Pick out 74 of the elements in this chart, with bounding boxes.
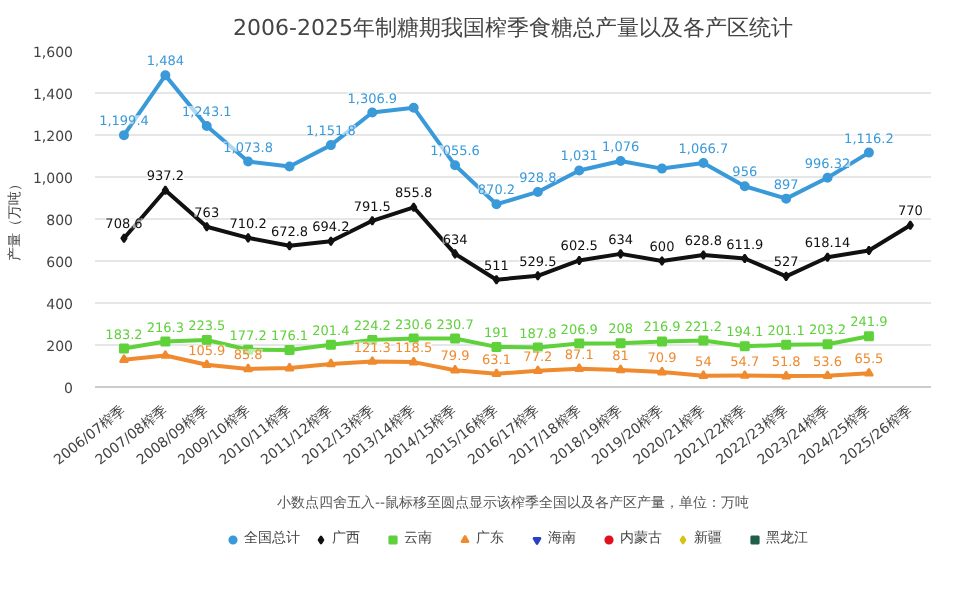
point: [906, 220, 914, 231]
point: [491, 368, 502, 378]
point: [698, 335, 709, 346]
point: [408, 102, 419, 113]
point: [118, 354, 129, 364]
point: [284, 362, 295, 372]
point: [699, 249, 708, 260]
point: [244, 232, 252, 243]
point: [284, 161, 295, 172]
point: [367, 355, 378, 365]
point: [160, 70, 171, 81]
point: [160, 349, 171, 359]
point: [574, 338, 585, 349]
point: [367, 107, 378, 118]
point: [616, 248, 625, 259]
point: [450, 333, 461, 344]
point: [822, 370, 833, 380]
point: [491, 341, 502, 352]
point: [698, 370, 709, 379]
point: [368, 215, 376, 226]
point: [656, 336, 667, 347]
point: [574, 165, 585, 176]
point: [656, 366, 667, 376]
point: [201, 335, 212, 346]
point: [243, 156, 254, 167]
point: [451, 248, 459, 259]
point: [698, 158, 709, 168]
point: [615, 156, 626, 167]
point: [656, 163, 667, 174]
point: [532, 365, 543, 375]
point: [532, 186, 543, 197]
point: [575, 255, 583, 266]
point: [781, 339, 792, 350]
point: [739, 369, 750, 379]
point: [327, 236, 335, 247]
point: [408, 356, 419, 366]
point: [823, 252, 832, 263]
point: [781, 193, 792, 204]
point: [160, 336, 171, 347]
point: [118, 343, 129, 354]
point: [822, 172, 833, 183]
point: [120, 233, 128, 244]
point: [863, 147, 874, 158]
point: [325, 339, 336, 350]
point: [739, 181, 750, 192]
point: [741, 253, 749, 264]
point: [865, 245, 873, 256]
point: [284, 345, 295, 356]
point: [410, 202, 418, 213]
point: [822, 339, 833, 350]
point: [201, 120, 212, 131]
point: [243, 363, 254, 373]
point: [739, 341, 750, 352]
chart-title: 2006-2025年制糖期我国榨季食糖总产量以及各产区统计: [233, 15, 793, 41]
point: [782, 271, 790, 282]
point: [285, 240, 294, 251]
point: [450, 160, 461, 171]
point: [450, 364, 461, 374]
point: [161, 185, 170, 196]
point: [491, 199, 502, 210]
point: [201, 359, 212, 369]
point: [574, 363, 585, 373]
point: [615, 338, 626, 349]
point: [658, 256, 666, 266]
point: [325, 140, 336, 151]
point: [203, 221, 211, 232]
point: [781, 370, 792, 380]
point: [492, 274, 501, 285]
point: [534, 270, 542, 281]
point: [863, 367, 874, 377]
point: [615, 364, 626, 374]
point: [118, 130, 129, 141]
point: [863, 331, 874, 342]
point: [325, 358, 336, 368]
